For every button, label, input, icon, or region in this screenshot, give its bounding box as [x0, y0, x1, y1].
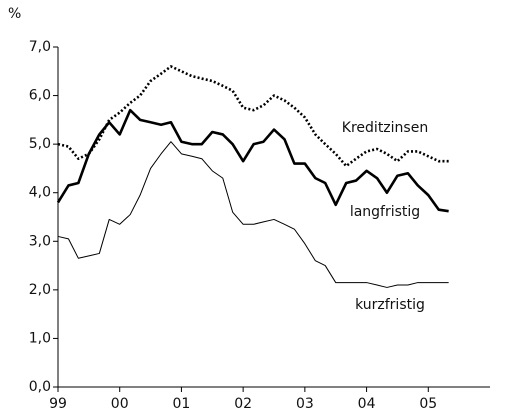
series-label: langfristig: [350, 204, 420, 220]
x-tick-label: 02: [234, 396, 252, 412]
y-tick-label: 1,0: [29, 330, 51, 346]
y-tick-label: 0,0: [29, 379, 51, 395]
x-tick-label: 99: [49, 396, 67, 412]
x-tick-label: 01: [173, 396, 191, 412]
x-tick-label: 05: [419, 396, 437, 412]
series-label: kurzfristig: [355, 297, 425, 313]
y-tick-label: 3,0: [29, 233, 51, 249]
y-tick-label: 7,0: [29, 39, 51, 55]
x-tick-label: 00: [111, 396, 129, 412]
y-tick-label: 5,0: [29, 136, 51, 152]
y-tick-label: 2,0: [29, 282, 51, 298]
y-tick-label: 6,0: [29, 88, 51, 104]
series-label: Kreditzinsen: [342, 120, 428, 136]
line-series: [56, 108, 449, 213]
x-tick-label: 04: [358, 396, 376, 412]
line-series: [57, 141, 449, 288]
y-axis-label: %: [8, 6, 21, 22]
line-series: [57, 65, 449, 168]
x-tick-label: 03: [296, 396, 314, 412]
y-tick-label: 4,0: [29, 185, 51, 201]
